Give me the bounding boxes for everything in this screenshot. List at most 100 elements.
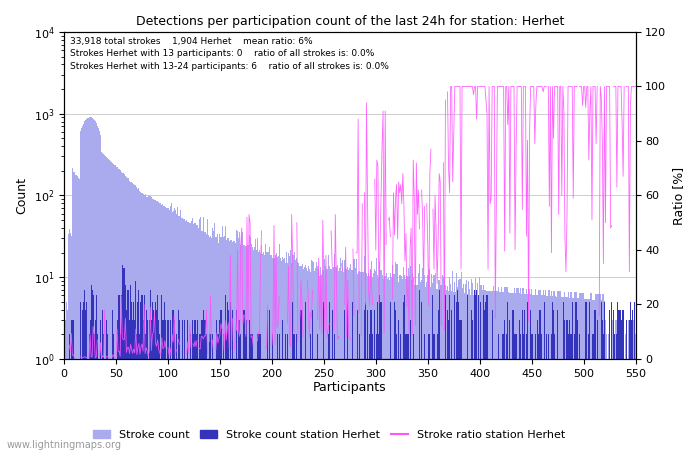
Bar: [542, 290, 544, 450]
Bar: [374, 310, 375, 450]
Bar: [169, 207, 171, 450]
Bar: [144, 195, 145, 450]
Bar: [279, 334, 280, 450]
Bar: [592, 334, 594, 450]
Bar: [151, 320, 152, 450]
Bar: [261, 245, 262, 450]
Bar: [96, 295, 97, 450]
Bar: [362, 272, 363, 450]
Bar: [608, 334, 609, 450]
Bar: [203, 217, 204, 450]
Bar: [120, 171, 122, 450]
Bar: [449, 277, 450, 450]
Bar: [180, 210, 181, 450]
Bar: [304, 265, 306, 450]
Bar: [79, 180, 81, 450]
Bar: [238, 320, 239, 450]
Bar: [227, 238, 228, 450]
Bar: [570, 292, 572, 450]
Bar: [496, 291, 497, 450]
Bar: [311, 359, 312, 450]
Bar: [626, 334, 627, 450]
Bar: [99, 131, 100, 450]
Bar: [559, 291, 560, 450]
Bar: [108, 359, 109, 450]
Bar: [624, 334, 626, 450]
Bar: [113, 334, 115, 450]
Bar: [346, 269, 347, 450]
Bar: [321, 359, 322, 450]
Bar: [137, 189, 139, 450]
Bar: [317, 334, 318, 450]
Bar: [523, 288, 524, 450]
Bar: [416, 285, 417, 450]
Legend: Stroke count, Stroke count station Herhet, Stroke ratio station Herhet: Stroke count, Stroke count station Herhe…: [89, 426, 569, 445]
Bar: [392, 359, 393, 450]
Bar: [162, 204, 163, 450]
Bar: [240, 245, 241, 450]
Bar: [210, 236, 211, 450]
Bar: [211, 238, 212, 450]
Bar: [105, 359, 106, 450]
Bar: [367, 310, 368, 450]
Bar: [295, 260, 296, 450]
Bar: [199, 334, 201, 450]
Bar: [263, 252, 264, 450]
Bar: [356, 274, 358, 450]
Bar: [610, 359, 611, 450]
Bar: [590, 293, 592, 450]
Bar: [124, 268, 125, 450]
Bar: [424, 334, 425, 450]
Bar: [475, 295, 476, 450]
Bar: [188, 359, 189, 450]
Bar: [94, 334, 95, 450]
Bar: [285, 334, 286, 450]
Bar: [155, 302, 156, 450]
Bar: [212, 228, 214, 450]
Bar: [136, 334, 137, 450]
Bar: [399, 274, 400, 450]
Bar: [75, 175, 76, 450]
Bar: [502, 292, 503, 450]
Bar: [360, 359, 362, 450]
Bar: [469, 359, 470, 450]
Bar: [238, 238, 239, 450]
Bar: [449, 295, 450, 450]
Bar: [447, 286, 448, 450]
Bar: [257, 334, 258, 450]
Bar: [73, 320, 74, 450]
Bar: [431, 274, 433, 450]
Bar: [107, 158, 108, 450]
Bar: [111, 162, 113, 450]
Bar: [586, 299, 587, 450]
Bar: [596, 320, 598, 450]
Bar: [458, 280, 459, 450]
Bar: [266, 359, 267, 450]
Bar: [203, 310, 204, 450]
Bar: [573, 298, 574, 450]
Bar: [117, 167, 118, 450]
Bar: [632, 310, 633, 450]
Bar: [471, 310, 472, 450]
Bar: [504, 320, 505, 450]
Bar: [458, 302, 459, 450]
Bar: [86, 118, 88, 450]
Bar: [486, 295, 487, 450]
Line: Stroke ratio station Herhet: Stroke ratio station Herhet: [65, 86, 636, 359]
Bar: [260, 334, 261, 450]
Bar: [124, 174, 125, 450]
Bar: [188, 222, 189, 450]
Bar: [206, 234, 207, 450]
Bar: [278, 256, 279, 450]
Bar: [135, 185, 136, 450]
Bar: [235, 243, 236, 450]
Y-axis label: Count: Count: [15, 177, 28, 214]
Bar: [523, 334, 524, 450]
Bar: [553, 291, 554, 450]
Bar: [634, 302, 635, 450]
Bar: [90, 117, 92, 450]
Bar: [304, 302, 306, 450]
Bar: [394, 302, 395, 450]
Bar: [207, 359, 208, 450]
Bar: [160, 359, 161, 450]
